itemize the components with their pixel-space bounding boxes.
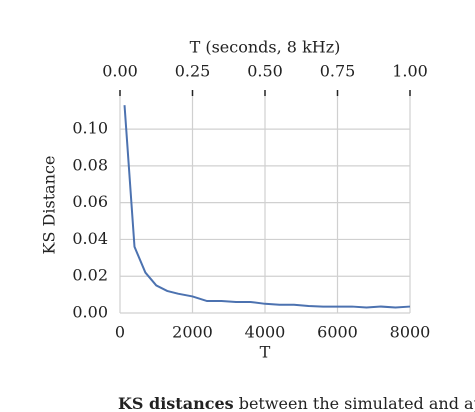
x-tick-label: 0 (115, 323, 125, 342)
caption: KS distances between the simulated and a… (118, 394, 475, 412)
y-tick-label: 0.00 (72, 303, 108, 322)
line-series (123, 105, 411, 309)
x2-tick-label: 0.25 (175, 62, 211, 81)
x2-tick-label: 0.50 (247, 62, 283, 81)
caption-bold: KS distances (118, 394, 234, 412)
x2-axis-label: T (seconds, 8 kHz) (190, 38, 341, 57)
y-tick-label: 0.04 (72, 229, 108, 248)
y-tick-label: 0.02 (72, 266, 108, 285)
y-axis-label: KS Distance (40, 156, 59, 255)
x-tick-label: 2000 (172, 323, 213, 342)
x-tick-label: 4000 (245, 323, 286, 342)
x-tick-label: 8000 (390, 323, 431, 342)
x2-tick-label: 0.75 (320, 62, 356, 81)
x-axis-label: T (260, 343, 271, 362)
x2-tick-label: 0.00 (102, 62, 138, 81)
y-tick-label: 0.06 (72, 192, 108, 211)
x-tick-label: 6000 (317, 323, 358, 342)
x2-tick-label: 1.00 (392, 62, 428, 81)
y-tick-label: 0.08 (72, 155, 108, 174)
caption-text: between the simulated and approximate S (239, 394, 475, 412)
y-tick-label: 0.10 (72, 119, 108, 138)
